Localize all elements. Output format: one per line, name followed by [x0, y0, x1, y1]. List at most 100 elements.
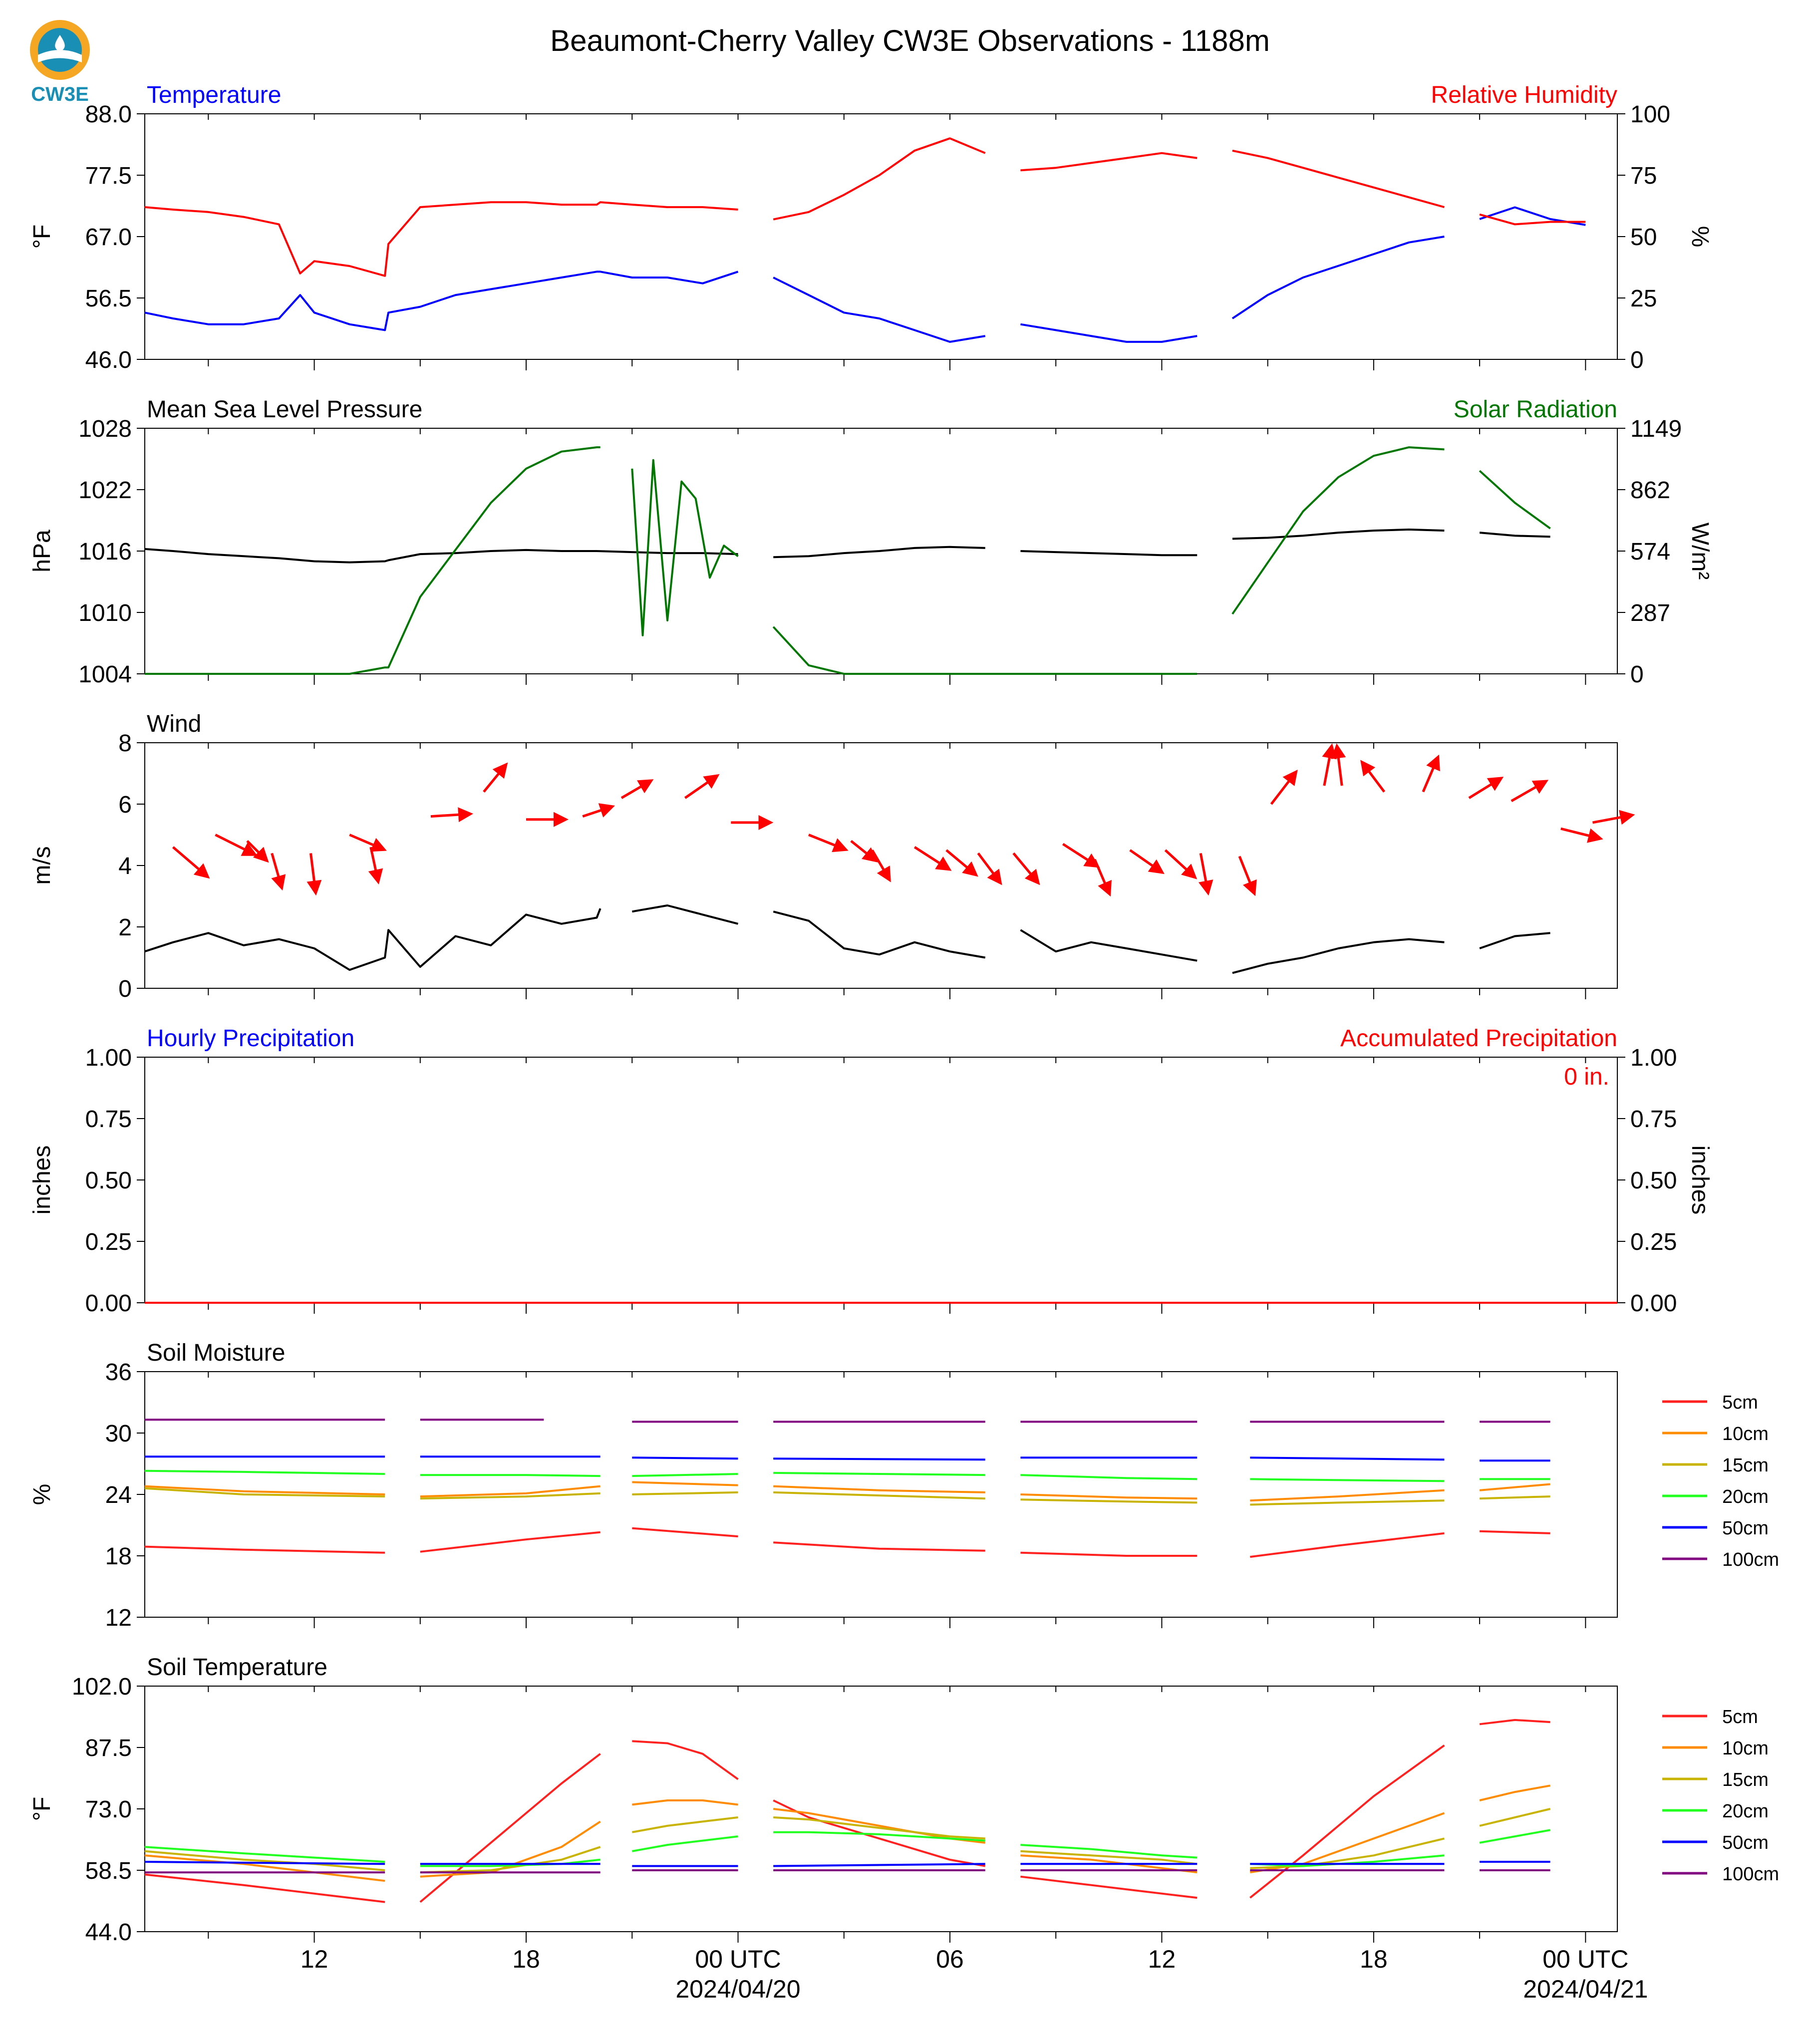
- legend-label: 100cm: [1722, 1549, 1779, 1570]
- wind-arrow: [483, 762, 508, 793]
- wind-panel: 0 2 4 6 8 m/s Wind: [29, 711, 1635, 1002]
- y-tick-label: 36: [105, 1359, 132, 1386]
- y-tick-label: 0.25: [85, 1229, 132, 1255]
- wind-arrow: [1093, 859, 1112, 897]
- wind-x-ticks: [208, 743, 1586, 999]
- y-tick-label: 44.0: [85, 1919, 132, 1946]
- series-line-15cm: [144, 1487, 1550, 1506]
- wind-arrow: [1560, 827, 1603, 843]
- pressure-solar-right-title: Solar Radiation: [1454, 396, 1617, 423]
- legend-label: 20cm: [1722, 1486, 1769, 1507]
- y2-tick-label: 862: [1630, 477, 1670, 504]
- wind-arrow: [246, 840, 269, 863]
- y-tick-label: 0.50: [85, 1167, 132, 1194]
- y-tick-label: 0.00: [85, 1290, 132, 1317]
- legend-label: 10cm: [1722, 1738, 1769, 1759]
- series-line-relative-humidity: [144, 137, 1586, 277]
- y2-tick-label: 1149: [1630, 416, 1682, 442]
- wind-arrow: [1322, 743, 1337, 786]
- pressure-solar-panel: 1004 1010 1016 1022 1028 0 287 574 862 1149 hPa W/m…: [29, 396, 1713, 688]
- wind-arrow: [1592, 810, 1635, 825]
- logo-text: CW3E: [31, 83, 89, 105]
- y-tick-label: 1016: [78, 539, 132, 565]
- wind-arrow: [172, 846, 210, 879]
- temperature-humidity-ylabel: °F: [29, 225, 55, 249]
- soil-temperature-x-ticks: [208, 1686, 1586, 1943]
- temperature-humidity-frame: [144, 113, 1618, 360]
- precipitation-x-ticks: [208, 1057, 1586, 1314]
- series-line-100cm: [145, 1869, 1550, 1874]
- x-tick-label: 18: [512, 1945, 540, 1973]
- wind-arrow: [850, 840, 878, 863]
- y-tick-label: 24: [105, 1482, 132, 1508]
- y-tick-label: 18: [105, 1543, 132, 1570]
- legend-label: 50cm: [1722, 1518, 1769, 1539]
- precipitation-frame: [144, 1057, 1618, 1303]
- x-date-label: 2024/04/21: [1523, 1975, 1648, 2003]
- y-tick-label: 8: [118, 730, 132, 757]
- wind-arrow: [620, 779, 654, 799]
- wind-arrow: [215, 834, 258, 856]
- wind-arrow: [1198, 853, 1213, 896]
- series-line-5cm: [144, 1527, 1550, 1558]
- legend-label: 5cm: [1722, 1392, 1758, 1413]
- wind-arrow: [306, 853, 322, 896]
- y2-tick-label: 0.00: [1630, 1290, 1677, 1317]
- x-tick-label: 18: [1360, 1945, 1388, 1973]
- series-line-50cm: [144, 1861, 1550, 1867]
- soil-temperature-panel: 44.0 58.5 73.0 87.5 102.0 °F Soil Temperature 5…: [29, 1654, 1779, 1946]
- wind-arrow: [1270, 770, 1298, 805]
- y-tick-label: 73.0: [85, 1796, 132, 1823]
- wind-arrow: [1468, 777, 1504, 799]
- soil-temperature-left-title: Soil Temperature: [147, 1654, 327, 1681]
- y2-tick-label: 0: [1630, 661, 1644, 688]
- y-tick-label: 46.0: [85, 347, 132, 373]
- series-line-solar-radiation: [145, 446, 1551, 675]
- y-tick-label: 1028: [78, 416, 132, 442]
- legend-label: 5cm: [1722, 1707, 1758, 1728]
- y2-tick-label: 0.75: [1630, 1106, 1677, 1133]
- legend-label: 15cm: [1722, 1455, 1769, 1476]
- soil-moisture-left-title: Soil Moisture: [147, 1340, 285, 1366]
- y-tick-label: 77.5: [85, 163, 132, 189]
- y-tick-label: 30: [105, 1421, 132, 1447]
- wind-arrow: [945, 849, 978, 877]
- y-tick-label: 1010: [78, 600, 132, 626]
- y-tick-label: 1.00: [85, 1045, 132, 1071]
- precipitation-ylabel: inches: [29, 1146, 55, 1215]
- y2-tick-label: 574: [1630, 539, 1670, 565]
- temperature-humidity-y2label: %: [1687, 226, 1713, 248]
- cw3e-logo: CW3E: [25, 15, 95, 107]
- temperature-humidity-left-title: Temperature: [147, 82, 281, 108]
- legend-label: 100cm: [1722, 1864, 1779, 1885]
- legend-label: 50cm: [1722, 1832, 1769, 1853]
- series-line-50cm: [145, 1455, 1550, 1462]
- wind-arrow: [1238, 856, 1257, 896]
- wind-arrow: [1331, 743, 1346, 786]
- wind-arrow: [368, 847, 383, 884]
- y2-tick-label: 0.50: [1630, 1167, 1677, 1194]
- y2-tick-label: 100: [1630, 101, 1670, 128]
- wind-arrow: [582, 803, 615, 818]
- x-tick-label: 00 UTC: [1542, 1945, 1628, 1973]
- y-tick-label: 88.0: [85, 101, 132, 128]
- y-tick-label: 1022: [78, 477, 132, 504]
- soil-moisture-legend: 5cm 10cm 15cm 20cm 50cm 100cm: [1662, 1392, 1779, 1570]
- x-tick-label: 00 UTC: [695, 1945, 781, 1973]
- temperature-humidity-panel: 46.0 56.5 67.0 77.5 88.0 0 25 50 75 100 °F % Tempera…: [29, 82, 1713, 373]
- y-tick-label: 6: [118, 792, 132, 818]
- x-date-label: 2024/04/20: [675, 1975, 800, 2003]
- wind-arrow: [1360, 760, 1386, 793]
- wind-ylabel: m/s: [29, 846, 55, 884]
- series-line-temperature: [144, 206, 1586, 343]
- series-line-10cm: [144, 1481, 1550, 1502]
- soil-temperature-ylabel: °F: [29, 1797, 55, 1821]
- y2-tick-label: 50: [1630, 224, 1657, 251]
- y-tick-label: 12: [105, 1605, 132, 1631]
- soil-temperature-legend: 5cm 10cm 15cm 20cm 50cm 100cm: [1662, 1707, 1779, 1885]
- pressure-solar-left-title: Mean Sea Level Pressure: [147, 396, 422, 423]
- legend-label: 20cm: [1722, 1801, 1769, 1822]
- series-line-100cm: [145, 1419, 1550, 1423]
